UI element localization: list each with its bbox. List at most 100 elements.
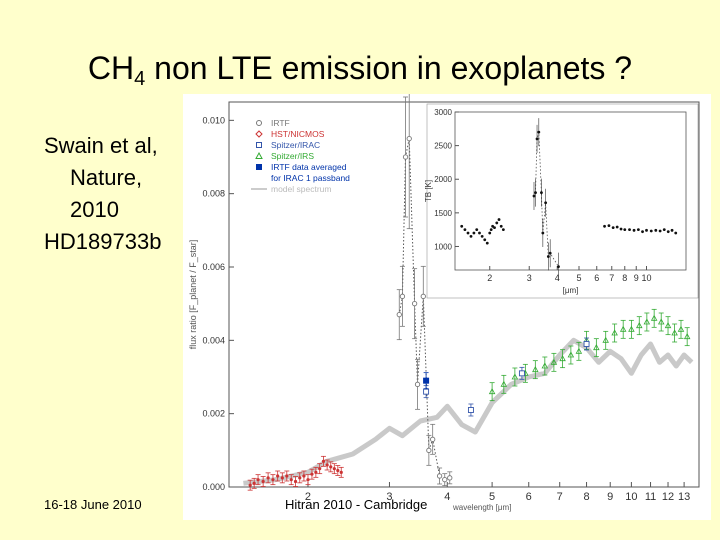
citation-block: Swain et al, Nature, 2010 HD189733b <box>44 130 161 258</box>
main-x-tick-label: 3 <box>386 491 392 503</box>
hst-data-point <box>336 468 340 473</box>
inset-data-point <box>615 225 619 229</box>
hst-data-point <box>285 474 289 478</box>
spitzer-irs-data-point <box>541 362 549 369</box>
inset-data-point <box>537 130 541 134</box>
spitzer-irs-data-point <box>575 347 583 354</box>
main-y-tick-label: 0.008 <box>202 189 225 199</box>
inset-x-tick-label: 9 <box>634 273 639 283</box>
legend-marker <box>256 120 262 126</box>
hst-data-point <box>252 481 256 485</box>
inset-data-point <box>534 191 537 195</box>
irtf-data-point <box>406 136 412 142</box>
legend-marker <box>256 164 262 170</box>
main-x-tick-label: 7 <box>557 491 563 503</box>
hst-data-point <box>325 463 329 467</box>
inset-x-tick-label: 8 <box>622 273 627 283</box>
hst-data-point <box>339 470 343 474</box>
inset-x-tick-label: 2 <box>487 273 492 283</box>
spitzer-irac-data-point <box>423 388 430 395</box>
inset-background <box>426 103 699 299</box>
inset-x-axis-label: [μm] <box>563 286 579 295</box>
inset-data-point <box>485 241 489 245</box>
spitzer-irs-data-point <box>635 322 643 329</box>
inset-data-point <box>499 224 503 228</box>
legend-entry: Spitzer/IRS <box>271 151 314 161</box>
legend-entry: IRTF <box>271 118 290 128</box>
inset-data-point <box>546 255 550 258</box>
spitzer-irac-data-point <box>518 370 525 377</box>
spitzer-irs-data-point <box>511 373 519 380</box>
footer-date: 16-18 June 2010 <box>44 497 142 512</box>
spitzer-irs-data-point <box>650 314 658 321</box>
hst-data-point <box>298 476 302 480</box>
inset-data-point <box>478 231 481 235</box>
spitzer-irs-data-point <box>677 325 685 332</box>
inset-x-tick-label: 10 <box>641 273 651 283</box>
citation-line: 2010 <box>70 197 119 222</box>
spitzer-irs-data-point <box>628 325 635 332</box>
citation-line: Swain et al, <box>44 133 158 158</box>
footer-event: Hitran 2010 - Cambridge <box>285 497 428 512</box>
inset-data-point <box>548 251 552 255</box>
inset-data-point <box>488 231 492 235</box>
inset-data-point <box>535 137 539 141</box>
irtf-data-point <box>396 312 402 318</box>
inset-data-point <box>469 234 473 238</box>
hst-data-point <box>321 459 326 463</box>
inset-data-point <box>475 228 479 232</box>
main-x-tick-label: 2 <box>305 491 311 503</box>
spitzer-irs-data-point <box>567 351 575 358</box>
spitzer-irs-data-point <box>657 318 665 325</box>
spitzer-irs-data-point <box>619 325 627 332</box>
inset-data-point <box>607 224 611 228</box>
inset-data-point <box>645 228 648 232</box>
spitzer-irs-data-point <box>488 388 496 395</box>
main-x-tick-label: 12 <box>662 491 674 503</box>
inset-data-point <box>611 226 615 230</box>
irtf-data-point <box>414 381 421 387</box>
inset-x-tick-label: 3 <box>527 273 532 283</box>
legend-marker <box>255 130 263 138</box>
irtf-data-point <box>402 154 409 160</box>
inset-x-tick-label: 7 <box>609 273 614 283</box>
inset-data-point <box>532 194 536 198</box>
main-x-tick-label: 5 <box>489 491 495 503</box>
main-x-tick-label: 13 <box>678 491 690 503</box>
irtf-data-point <box>420 293 426 299</box>
inset-data-point <box>670 228 674 232</box>
main-x-tick-label: 6 <box>526 491 532 503</box>
hst-data-point <box>332 467 336 471</box>
model-spectrum-line <box>243 337 694 486</box>
inset-data-point <box>666 230 670 234</box>
irtf-data-point <box>411 301 418 307</box>
inset-data-point <box>654 228 658 232</box>
inset-data-point <box>480 234 484 238</box>
spitzer-irs-data-point <box>671 329 678 336</box>
spitzer-irs-data-point <box>500 380 508 387</box>
spitzer-irs-data-point <box>532 366 539 373</box>
main-x-tick-label: 8 <box>583 491 589 503</box>
inset-y-tick-label: 2500 <box>434 142 452 151</box>
inset-x-tick-label: 6 <box>594 273 599 283</box>
inset-data-point <box>674 231 678 235</box>
inset-data-point <box>493 226 496 230</box>
inset-data-point <box>466 231 470 235</box>
inset-data-point <box>501 228 505 232</box>
inset-data-point <box>544 201 548 205</box>
hst-data-point <box>302 474 306 478</box>
spitzer-irs-data-point <box>593 344 600 351</box>
irtf-data-point <box>436 473 443 479</box>
inset-y-tick-label: 2000 <box>434 175 452 184</box>
inset-y-axis-label: TB [K] <box>424 180 433 202</box>
inset-y-tick-label: 1000 <box>434 242 452 251</box>
legend-entry: model spectrum <box>271 184 331 194</box>
hst-data-point <box>329 465 333 469</box>
hst-data-point <box>280 476 284 480</box>
inset-data-point <box>463 228 467 232</box>
main-plot-frame <box>228 101 700 488</box>
inset-x-tick-label: 5 <box>576 273 581 283</box>
inset-data-point <box>623 228 627 232</box>
inset-data-point <box>628 228 631 232</box>
